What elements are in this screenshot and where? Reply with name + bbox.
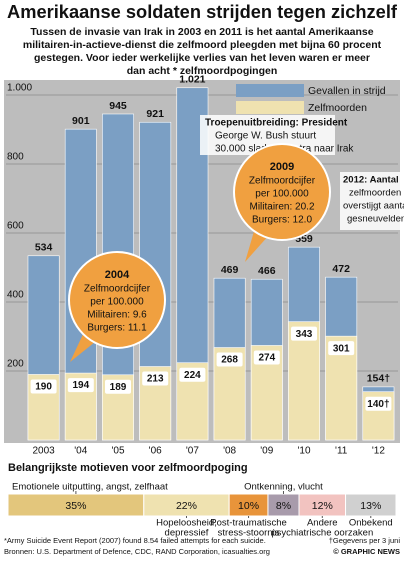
x-tick-label: '09 (260, 446, 273, 457)
callout (68, 251, 166, 349)
value-label-box (179, 367, 206, 382)
footnote: *Army Suicide Event Report (2007) found … (4, 536, 266, 545)
value-label: 22% (176, 500, 197, 512)
category-label: stress-stoornis (218, 528, 280, 539)
value-label: 12% (312, 500, 333, 512)
legend-label: Zelfmoorden (308, 102, 367, 114)
value-label-box (216, 352, 243, 367)
callout-text: per 100.000 (255, 189, 309, 200)
value-label-box (328, 341, 355, 356)
value-label: 534 (35, 242, 53, 254)
value-label: 901 (72, 115, 90, 127)
value-label: 343 (296, 329, 313, 340)
callout-text: 2009 (270, 161, 294, 173)
subtitle: gestegen. Voor ieder werkelijke verlies … (34, 52, 370, 64)
annotation-box (340, 172, 400, 230)
value-label: 1.021 (179, 74, 205, 86)
value-label-box (30, 379, 57, 394)
value-label: 194 (72, 380, 89, 391)
value-label-box (365, 396, 392, 411)
y-tick-label: 400 (7, 290, 24, 301)
sources: Bronnen: U.S. Department of Defence, CDC… (4, 547, 270, 556)
value-label: 274 (258, 353, 275, 364)
x-tick-label: '10 (297, 446, 310, 457)
footnote: †Gegevens per 3 juni (329, 536, 401, 545)
annotation: Troepenuitbreiding: President (205, 118, 348, 129)
x-tick-label: '08 (223, 446, 236, 457)
value-label-box (67, 378, 94, 393)
value-label: 10% (238, 500, 259, 512)
value-label: 140† (367, 399, 389, 410)
category-label: psychiatrische oorzaken (271, 528, 373, 539)
x-tick-label: '05 (111, 446, 124, 457)
x-tick-label: '12 (372, 446, 385, 457)
legend-swatch (236, 84, 304, 97)
annotation: George W. Bush stuurt (215, 131, 316, 142)
value-label: 35% (65, 500, 86, 512)
annotation: gesneuvelden (347, 214, 404, 225)
value-label: 301 (333, 343, 350, 354)
chart-title: Amerikaanse soldaten strijden tegen zich… (7, 2, 398, 22)
x-tick-label: '04 (74, 446, 87, 457)
callout (233, 143, 331, 241)
annotation: 2012: Aantal (343, 175, 399, 186)
x-tick-label: '06 (149, 446, 162, 457)
category-label: Hopeloosheid, (156, 518, 217, 529)
callout-text: Zelfmoordcijfer (84, 284, 151, 295)
annotation: zelfmoorden (349, 188, 401, 199)
y-tick-label: 600 (7, 221, 24, 232)
value-label: 472 (332, 263, 350, 275)
category-label: Andere (307, 518, 338, 529)
x-tick-label: 2003 (32, 446, 55, 457)
callout-text: Militairen: 20.2 (249, 202, 314, 213)
callout-text: per 100.000 (90, 297, 144, 308)
y-tick-label: 800 (7, 152, 24, 163)
value-label: 190 (35, 382, 52, 393)
value-label: 945 (109, 100, 127, 112)
value-label: 13% (360, 500, 381, 512)
value-label-box (142, 371, 169, 386)
credit: © GRAPHIC NEWS (333, 547, 400, 556)
value-label: 189 (110, 382, 127, 393)
x-tick-label: '07 (186, 446, 199, 457)
callout-text: 2004 (105, 269, 130, 281)
category-label: Onbekend (349, 518, 393, 529)
chart-title: Belangrijkste motieven voor zelfmoordpog… (8, 462, 248, 474)
y-tick-label: 1.000 (7, 83, 32, 94)
value-label-box (105, 379, 131, 394)
x-tick-label: '11 (335, 446, 348, 457)
category-label: depressief (165, 528, 209, 539)
annotation: overstijgt aantal (343, 201, 404, 212)
value-label: 224 (184, 370, 201, 381)
value-label: 8% (276, 500, 291, 512)
subtitle: dan acht * zelfmoordpogingen (127, 65, 278, 77)
annotations: Troepenuitbreiding: President George W. … (68, 115, 404, 362)
stacked-bar: 35% Emotionele uitputting, angst, zelfhaa… (7, 482, 397, 539)
value-label: 469 (221, 264, 239, 276)
subtitle: militairen-in-actieve-dienst die zelfmoo… (23, 39, 382, 51)
category-label: Emotionele uitputting, angst, zelfhaat (12, 482, 168, 493)
callout-text: Zelfmoordcijfer (249, 176, 316, 187)
callout-text: Burgers: 12.0 (252, 215, 312, 226)
value-label-box (253, 350, 280, 365)
bar (288, 321, 320, 441)
category-label: Post-traumatische (210, 518, 287, 529)
value-label-box (291, 326, 317, 341)
y-tick-label: 200 (7, 359, 24, 370)
callout-text: Burgers: 11.1 (87, 323, 147, 334)
value-label: 213 (147, 374, 164, 385)
legend-label: Gevallen in strijd (308, 85, 386, 97)
legend-swatch (236, 101, 304, 114)
callout-text: Militairen: 9.6 (87, 310, 147, 321)
value-label: 466 (258, 265, 276, 277)
value-label: 921 (146, 108, 164, 120)
value-label: 154† (367, 373, 391, 385)
category-label: Ontkenning, vlucht (244, 482, 323, 493)
value-label: 268 (221, 355, 238, 366)
subtitle: Tussen de invasie van Irak in 2003 en 20… (30, 26, 373, 38)
